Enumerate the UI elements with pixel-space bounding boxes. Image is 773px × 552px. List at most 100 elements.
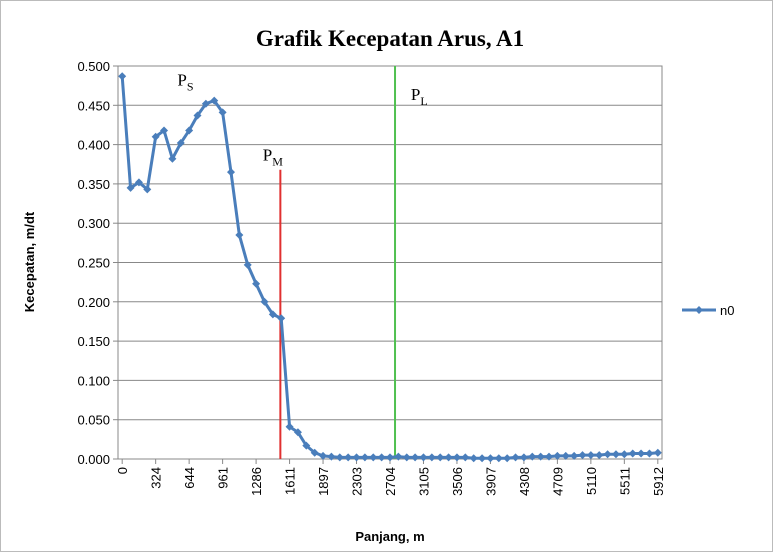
data-point xyxy=(235,230,244,239)
x-tick-label: 2704 xyxy=(383,467,398,496)
data-point xyxy=(394,452,403,461)
data-point xyxy=(118,72,127,81)
data-point xyxy=(637,449,646,458)
data-point xyxy=(553,451,562,460)
annotation-main: P xyxy=(411,85,420,104)
data-point xyxy=(352,453,361,462)
data-point xyxy=(360,453,369,462)
data-point xyxy=(469,454,478,463)
y-tick-label: 0.050 xyxy=(77,413,110,428)
data-point xyxy=(319,451,328,460)
x-tick-label: 5912 xyxy=(651,467,666,496)
x-tick-label: 5110 xyxy=(584,467,599,495)
data-point xyxy=(578,451,587,460)
data-point xyxy=(402,453,411,462)
y-tick-label: 0.200 xyxy=(77,295,110,310)
data-point xyxy=(461,453,470,462)
annotation-main: P xyxy=(263,145,272,164)
data-point xyxy=(176,139,185,148)
data-point xyxy=(310,448,319,457)
data-point xyxy=(185,126,194,135)
data-point xyxy=(160,126,169,135)
data-point xyxy=(193,111,202,120)
legend-label: n0 xyxy=(720,303,734,318)
x-tick-label: 2303 xyxy=(350,467,365,496)
data-point xyxy=(369,453,378,462)
data-point xyxy=(277,314,286,323)
annotation-sub: M xyxy=(272,154,283,168)
x-tick-label: 5511 xyxy=(617,467,632,495)
data-point xyxy=(168,154,177,163)
x-tick-label: 0 xyxy=(115,467,130,474)
data-point xyxy=(645,449,654,458)
data-point xyxy=(586,451,595,460)
x-tick-label: 961 xyxy=(216,467,231,489)
annotation-sub: L xyxy=(420,94,427,108)
y-tick-label: 0.450 xyxy=(77,98,110,113)
data-point xyxy=(436,453,445,462)
x-tick-label: 4308 xyxy=(517,467,532,496)
annotation-main: P xyxy=(177,71,186,90)
x-tick-label: 324 xyxy=(149,467,164,489)
y-tick-label: 0.000 xyxy=(77,452,110,467)
y-tick-label: 0.500 xyxy=(77,59,110,74)
data-point xyxy=(386,453,394,462)
data-point xyxy=(411,453,420,462)
data-point xyxy=(201,99,210,108)
data-point xyxy=(151,132,160,141)
x-tick-label: 644 xyxy=(182,467,197,489)
data-point xyxy=(210,96,219,105)
y-tick-label: 0.250 xyxy=(77,256,110,271)
data-point xyxy=(344,453,353,462)
data-point xyxy=(293,428,302,437)
data-point xyxy=(335,453,344,462)
data-point xyxy=(252,279,261,288)
data-point xyxy=(126,183,135,192)
data-point xyxy=(243,260,252,269)
data-point xyxy=(143,185,152,194)
data-point xyxy=(419,453,428,462)
data-point xyxy=(611,450,620,459)
data-point xyxy=(519,453,528,462)
data-point xyxy=(653,448,662,457)
data-point xyxy=(545,452,554,461)
x-tick-label: 4709 xyxy=(550,467,565,496)
y-tick-label: 0.150 xyxy=(77,334,110,349)
data-point xyxy=(260,297,269,306)
x-axis-label: Panjang, m xyxy=(355,529,424,544)
annotation-sub: S xyxy=(187,80,194,94)
data-point xyxy=(536,452,545,461)
x-tick-label: 3506 xyxy=(450,467,465,496)
data-point xyxy=(620,450,629,459)
chart-title: Grafik Kecepatan Arus, A1 xyxy=(256,26,524,51)
data-point xyxy=(226,168,235,177)
data-point xyxy=(377,453,386,462)
y-axis-label: Kecepatan, m/dt xyxy=(22,211,37,312)
y-tick-label: 0.400 xyxy=(77,138,110,153)
y-tick-label: 0.100 xyxy=(77,373,110,388)
x-tick-label: 3105 xyxy=(416,467,431,496)
data-point xyxy=(327,452,336,461)
data-point xyxy=(478,454,487,463)
x-tick-label: 3907 xyxy=(483,467,498,496)
data-point xyxy=(561,451,570,460)
data-point xyxy=(603,450,612,459)
x-tick-label: 1897 xyxy=(316,467,331,496)
data-point xyxy=(494,454,503,463)
data-point xyxy=(511,453,520,462)
data-point xyxy=(285,422,294,431)
data-point xyxy=(503,454,512,463)
data-point xyxy=(452,453,461,462)
data-point xyxy=(528,452,537,461)
annotation: PM xyxy=(263,145,283,168)
data-point xyxy=(427,453,436,462)
annotation: PL xyxy=(411,85,428,108)
data-point xyxy=(268,310,277,319)
x-tick-label: 1286 xyxy=(249,467,264,496)
data-point xyxy=(218,108,227,117)
data-point xyxy=(570,451,579,460)
data-point xyxy=(302,441,311,450)
annotation: PS xyxy=(177,71,193,94)
legend-marker xyxy=(695,306,703,314)
